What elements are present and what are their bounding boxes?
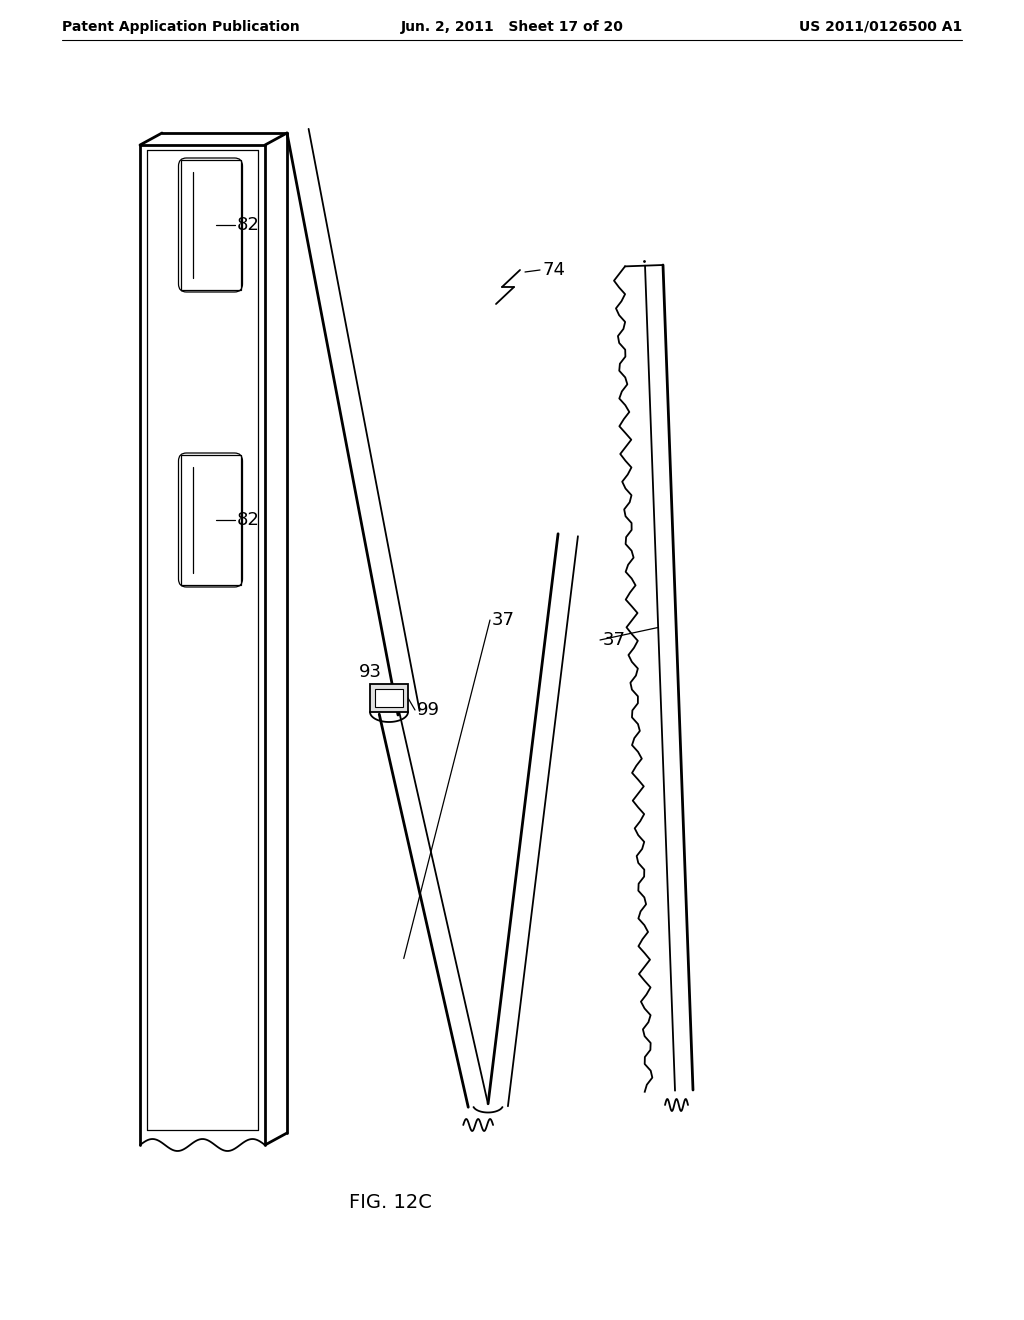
Text: 37: 37: [603, 631, 626, 649]
Text: 82: 82: [237, 511, 260, 529]
Text: 82: 82: [237, 216, 260, 234]
Text: 37: 37: [492, 611, 515, 630]
Text: 74: 74: [542, 261, 565, 279]
Text: Patent Application Publication: Patent Application Publication: [62, 20, 300, 34]
Text: US 2011/0126500 A1: US 2011/0126500 A1: [799, 20, 962, 34]
Bar: [180, 160, 241, 290]
Bar: [370, 684, 408, 711]
Text: FIG. 12C: FIG. 12C: [348, 1192, 431, 1212]
Text: 93: 93: [358, 663, 382, 681]
Bar: [375, 689, 403, 708]
Text: Jun. 2, 2011   Sheet 17 of 20: Jun. 2, 2011 Sheet 17 of 20: [400, 20, 624, 34]
Text: 99: 99: [417, 701, 440, 719]
Bar: [180, 455, 241, 585]
